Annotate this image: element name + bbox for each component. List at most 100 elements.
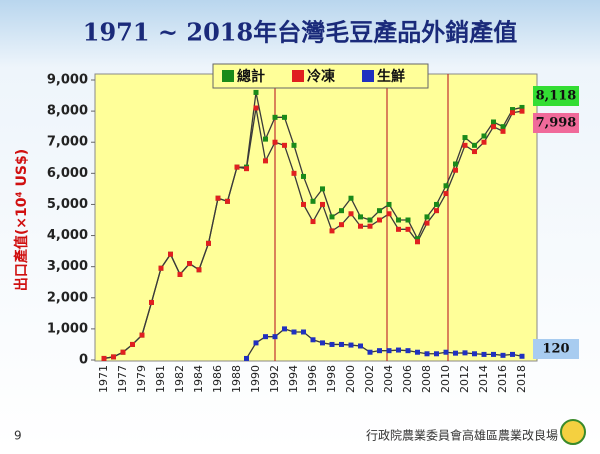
- marker: [348, 195, 354, 201]
- y-tick-label: 3,000: [47, 259, 88, 274]
- value-label-box: [533, 113, 579, 133]
- y-tick-label: 5,000: [47, 197, 88, 212]
- marker: [472, 142, 477, 148]
- marker: [443, 183, 449, 189]
- marker: [206, 240, 211, 246]
- x-tick-label: 2014: [477, 365, 490, 393]
- x-tick-label: 1990: [249, 365, 262, 393]
- x-tick-label: 2008: [420, 365, 433, 393]
- marker: [500, 124, 506, 130]
- y-tick-label: 2,000: [47, 290, 88, 305]
- marker: [301, 201, 306, 207]
- marker: [253, 340, 259, 346]
- marker: [481, 133, 487, 139]
- marker: [244, 355, 249, 361]
- marker: [377, 208, 382, 214]
- marker: [301, 329, 306, 335]
- marker: [500, 352, 506, 358]
- marker: [358, 343, 363, 349]
- y-axis-label: 出口產值(×10⁴ US$): [13, 149, 30, 291]
- x-tick-label: 1994: [287, 365, 300, 393]
- marker: [253, 89, 259, 95]
- marker: [434, 201, 439, 207]
- marker: [111, 354, 116, 360]
- value-label: 8,118: [536, 89, 577, 104]
- marker: [291, 170, 297, 176]
- marker: [263, 158, 268, 164]
- x-tick-label: 2000: [344, 365, 357, 393]
- marker: [301, 173, 306, 179]
- marker: [386, 348, 392, 354]
- marker: [472, 149, 477, 155]
- marker: [339, 222, 344, 228]
- x-tick-label: 1986: [211, 365, 224, 393]
- marker: [453, 350, 458, 356]
- marker: [225, 198, 230, 204]
- x-tick-label: 1992: [268, 365, 281, 393]
- marker: [415, 236, 420, 242]
- marker: [291, 329, 297, 335]
- marker: [234, 164, 240, 170]
- x-tick-label: 2002: [363, 365, 376, 393]
- marker: [510, 351, 515, 357]
- marker: [434, 208, 439, 214]
- legend-swatch: [362, 70, 374, 82]
- marker: [339, 341, 344, 347]
- marker: [320, 186, 325, 192]
- marker: [519, 108, 525, 114]
- marker: [263, 334, 268, 340]
- value-label: 7,998: [536, 116, 577, 131]
- marker: [415, 349, 420, 355]
- marker: [519, 353, 525, 359]
- marker: [462, 350, 468, 356]
- x-tick-label: 1988: [230, 365, 243, 393]
- marker: [139, 332, 145, 338]
- marker: [177, 271, 183, 277]
- x-tick-label: 1981: [154, 365, 167, 393]
- x-tick-label: 1996: [306, 365, 319, 393]
- logo: [560, 419, 586, 445]
- x-tick-label: 1977: [116, 365, 129, 393]
- legend-swatch: [222, 70, 234, 82]
- marker: [244, 166, 249, 172]
- marker: [196, 267, 202, 273]
- legend-box: [212, 63, 429, 89]
- marker: [396, 347, 401, 353]
- marker: [149, 299, 154, 305]
- marker: [415, 239, 420, 245]
- marker: [386, 201, 392, 207]
- marker: [481, 139, 487, 145]
- y-tick-label: 0: [79, 353, 88, 368]
- x-tick-label: 2006: [401, 365, 414, 393]
- y-tick-label: 6,000: [47, 166, 88, 181]
- marker: [377, 348, 382, 354]
- marker: [282, 142, 287, 148]
- plot-area: [94, 73, 538, 362]
- marker: [481, 351, 487, 357]
- legend-label: 總計: [237, 68, 265, 85]
- x-tick-label: 2004: [382, 365, 395, 393]
- x-tick-label: 1982: [173, 365, 186, 393]
- x-tick-label: 2010: [439, 365, 452, 393]
- marker: [291, 142, 297, 148]
- marker: [348, 211, 354, 217]
- marker: [443, 191, 449, 197]
- marker: [377, 217, 382, 223]
- marker: [329, 341, 335, 347]
- marker: [405, 217, 411, 223]
- x-tick-label: 1971: [97, 365, 110, 393]
- marker: [329, 228, 335, 234]
- marker: [434, 351, 439, 357]
- x-tick-label: 1979: [135, 365, 148, 393]
- marker: [282, 326, 287, 332]
- marker: [424, 214, 430, 220]
- marker: [462, 135, 468, 141]
- marker: [386, 211, 392, 217]
- marker: [491, 119, 496, 125]
- marker: [424, 220, 430, 226]
- marker: [272, 334, 278, 340]
- value-label-box: [533, 86, 579, 106]
- legend-label: 冷凍: [307, 68, 336, 85]
- value-label: 120: [542, 342, 569, 357]
